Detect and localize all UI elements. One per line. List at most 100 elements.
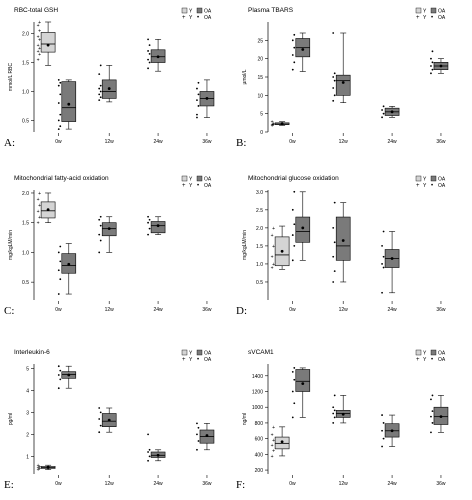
data-point [293, 33, 296, 36]
data-point [291, 208, 294, 211]
panel-label: D: [236, 305, 247, 317]
y-tick-label: 3 [26, 410, 29, 416]
legend-marker-oa: • [197, 183, 199, 189]
y-tick-label: 2.0 [256, 226, 263, 232]
y-tick-label: 800 [255, 421, 264, 427]
data-point [59, 113, 62, 116]
data-point: + [37, 209, 40, 215]
legend-marker-oa: • [431, 357, 433, 363]
y-tick-label: 5 [260, 112, 263, 118]
panel-label: F: [236, 479, 245, 491]
legend-swatch-oa [196, 349, 203, 356]
x-tick-label: 24w [153, 481, 163, 487]
data-point [197, 105, 200, 107]
legend-label: OA [204, 357, 212, 363]
y-tick-label: 20 [257, 57, 263, 63]
x-tick-label: 36w [436, 481, 446, 487]
data-point [147, 233, 149, 236]
data-point [59, 369, 62, 372]
x-tick-label: 24w [153, 307, 163, 313]
data-point [99, 424, 102, 427]
data-point: + [38, 29, 41, 35]
legend-swatch-young [181, 175, 188, 182]
x-tick-label: 36w [202, 481, 212, 487]
chart-title: sVCAM1 [248, 349, 274, 356]
data-point: + [37, 43, 40, 49]
data-point [98, 218, 101, 221]
legend-marker-oa: • [431, 183, 433, 189]
legend-label: Y [189, 9, 193, 15]
data-point [99, 84, 102, 87]
data-point [333, 201, 336, 204]
data-point [148, 44, 151, 47]
data-point [59, 278, 62, 281]
box-oa-0w [295, 369, 311, 392]
y-tick-label: 2.0 [22, 32, 29, 38]
data-point [381, 263, 383, 265]
data-point [431, 61, 434, 64]
data-point [98, 418, 101, 420]
mean-marker [280, 440, 284, 444]
data-point [99, 215, 102, 218]
data-point [382, 422, 385, 424]
data-point [332, 255, 335, 258]
x-tick-label: 0w [289, 139, 296, 145]
mean-marker [67, 262, 71, 266]
data-point [148, 52, 151, 55]
data-point [59, 378, 62, 381]
data-point [98, 407, 101, 409]
mean-marker [439, 64, 443, 68]
y-tick-label: 0.5 [22, 280, 29, 286]
x-tick-label: 0w [55, 139, 62, 145]
data-point [381, 245, 383, 247]
data-point: + [271, 122, 274, 128]
data-point [147, 58, 149, 61]
data-point [431, 410, 434, 413]
data-point [333, 409, 336, 412]
box-young-0w [40, 32, 56, 53]
mean-marker [156, 55, 160, 59]
y-tick-label: 1.5 [22, 221, 29, 227]
mean-marker [280, 249, 284, 253]
data-point: + [37, 197, 40, 203]
mean-marker [341, 412, 345, 416]
panel-label: C: [4, 305, 14, 317]
data-point [57, 84, 60, 87]
data-point [381, 445, 383, 448]
legend-marker-young: + [182, 183, 186, 189]
data-point [291, 54, 294, 56]
y-tick-label: 1000 [252, 405, 263, 411]
data-point [98, 233, 101, 236]
legend-label: OA [204, 351, 212, 357]
legend-label: Y [423, 357, 427, 363]
data-point [430, 65, 432, 67]
data-point [291, 234, 294, 236]
data-point [382, 112, 385, 115]
data-point [381, 116, 383, 119]
mean-marker [46, 43, 50, 47]
data-point [99, 90, 102, 93]
data-point [381, 414, 383, 416]
data-point [99, 224, 102, 227]
mean-marker [67, 373, 71, 377]
data-point: + [271, 123, 274, 129]
data-point [332, 32, 335, 34]
data-point [332, 412, 335, 415]
chart-title: Mitochondrial fatty-acid oxidation [14, 175, 109, 182]
legend-swatch-young [181, 7, 188, 14]
data-point: + [271, 454, 274, 460]
data-point: + [271, 433, 274, 439]
data-point [293, 402, 296, 405]
mean-marker [341, 239, 345, 242]
y-tick-label: 0.5 [256, 280, 263, 286]
data-point: + [38, 215, 41, 221]
legend-marker-young: + [182, 357, 186, 363]
mean-marker [301, 48, 305, 51]
mean-marker [46, 208, 50, 212]
y-axis-label: µmol/L [242, 69, 248, 84]
legend-label: OA [438, 351, 446, 357]
y-tick-label: 5 [26, 366, 29, 372]
data-point [147, 221, 149, 224]
legend-swatch-oa [196, 7, 203, 14]
data-point [332, 76, 335, 78]
